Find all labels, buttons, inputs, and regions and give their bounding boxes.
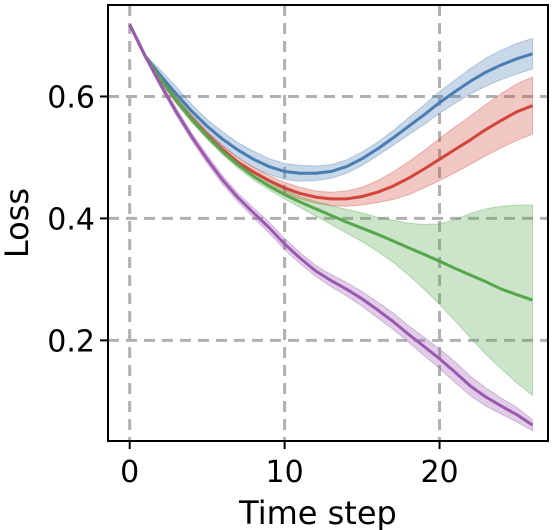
series-lines [128,23,534,427]
grid [108,5,548,441]
y-tick-label: 0.2 [47,324,95,359]
series-4-line [128,23,534,427]
series-1-band [129,24,533,182]
axis-ticks: 0 10 20 0.2 0.4 0.6 [47,80,458,490]
y-axis-label: Loss [0,188,36,258]
x-axis-label: Time step [238,494,397,530]
x-tick-label: 0 [120,455,139,490]
x-tick-label: 20 [420,455,458,490]
x-tick-label: 10 [266,455,304,490]
series-4-band [129,24,533,432]
y-tick-label: 0.4 [47,202,95,237]
series-1-line [128,23,533,175]
y-tick-label: 0.6 [47,80,95,115]
plot-frame [107,4,549,442]
series-3-line [128,23,533,302]
confidence-bands [129,24,533,432]
